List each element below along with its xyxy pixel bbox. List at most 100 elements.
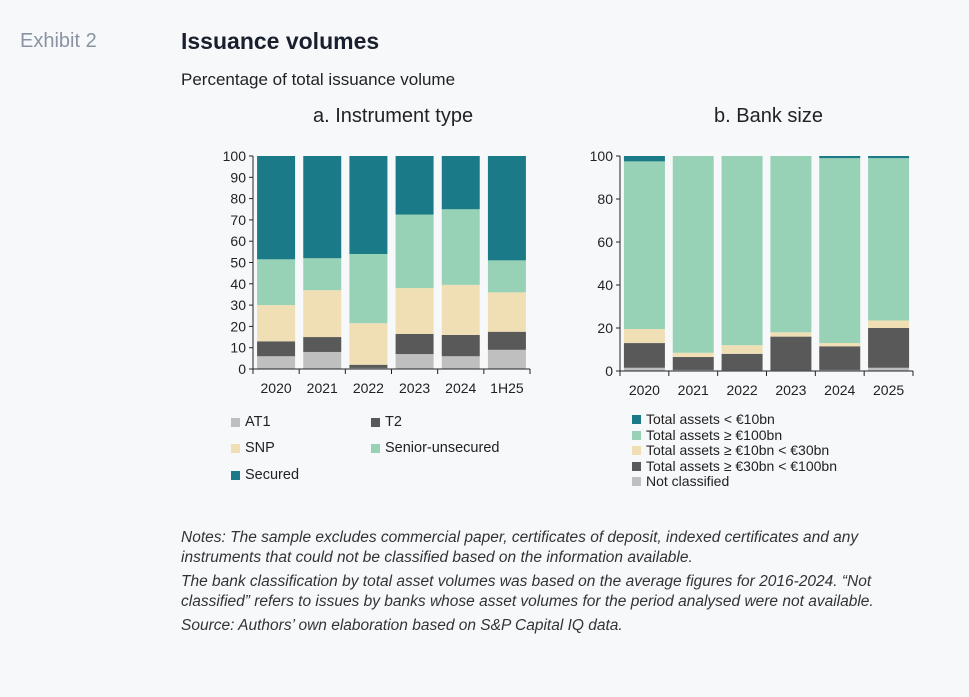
chart-b-title: b. Bank size (714, 105, 823, 127)
y-tick-label: 100 (590, 148, 614, 164)
bar-segment (623, 329, 665, 344)
y-tick-label: 20 (230, 318, 246, 334)
notes: Notes: The sample excludes commercial pa… (181, 528, 941, 640)
bar-segment (770, 156, 812, 333)
y-tick-label: 100 (223, 148, 247, 164)
bar-segment (441, 356, 480, 369)
y-tick-label: 60 (230, 233, 246, 249)
bar-segment (721, 353, 763, 371)
exhibit-label: Exhibit 2 (20, 30, 97, 52)
legend-label: Total assets ≥ €30bn < €100bn (646, 457, 837, 474)
bar-segment (349, 367, 388, 369)
note-classification: The bank classification by total asset v… (181, 573, 874, 610)
legend-swatch (632, 415, 641, 425)
bar-segment (441, 209, 480, 285)
bar-segment (395, 214, 434, 289)
legend-label: T2 (385, 414, 402, 430)
bar-segment (672, 156, 714, 353)
legend-swatch (231, 417, 240, 427)
legend-label: Total assets < €10bn (646, 411, 775, 427)
bar-segment (623, 161, 665, 330)
legend-swatch (632, 430, 641, 440)
note-sample: Notes: The sample excludes commercial pa… (181, 529, 859, 566)
bar-segment (721, 345, 763, 354)
bar-segment (819, 156, 861, 159)
legend-swatch (371, 417, 380, 427)
legend-a-at1: AT1 (231, 414, 271, 430)
x-tick-label: 1H25 (490, 380, 524, 396)
y-tick-label: 80 (597, 191, 613, 207)
subtitle: Percentage of total issuance volume (181, 70, 456, 89)
y-tick-label: 90 (230, 169, 246, 185)
bar-segment (672, 357, 714, 370)
y-tick-label: 10 (230, 340, 246, 356)
bar-segment (672, 352, 714, 358)
x-tick-label: 2023 (399, 380, 430, 396)
bar-segment (487, 260, 526, 293)
legend-label: Total assets ≥ €10bn < €30bn (646, 442, 830, 458)
legend-swatch (371, 443, 380, 453)
bar-segment (623, 367, 665, 371)
bar-segment (303, 351, 342, 369)
bar-segment (257, 305, 296, 342)
y-tick-label: 80 (230, 191, 246, 207)
y-tick-label: 60 (597, 234, 613, 250)
bar-segment (349, 364, 388, 368)
bar-segment (770, 336, 812, 371)
y-tick-label: 0 (605, 363, 613, 379)
y-tick-label: 40 (230, 276, 246, 292)
bar-segment (349, 156, 388, 254)
bar-segment (349, 323, 388, 365)
page-title: Issuance volumes (181, 28, 380, 54)
bar-segment (257, 259, 296, 306)
legend-b-30-100: Total assets ≥ €30bn < €100bn (632, 457, 837, 475)
legend-b-small: Total assets < €10bn (632, 411, 837, 428)
bar-segment (303, 337, 342, 352)
legend-label: Senior-unsecured (385, 440, 500, 456)
bar-segment (819, 346, 861, 370)
x-tick-label: 2023 (775, 382, 806, 398)
legend-a-snp: SNP (231, 440, 275, 456)
chart-a-title: a. Instrument type (313, 105, 474, 127)
legend-label: Not classified (646, 473, 730, 489)
x-tick-label: 2021 (307, 380, 338, 396)
y-tick-label: 0 (238, 361, 246, 377)
legend-swatch (632, 446, 641, 456)
bar-segment (303, 156, 342, 259)
legend-b-large: Total assets ≥ €100bn (632, 426, 837, 444)
bar-segment (819, 158, 861, 344)
y-tick-label: 40 (597, 277, 613, 293)
bar-segment (868, 320, 910, 328)
bar-segment (770, 332, 812, 337)
bar-segment (257, 356, 296, 369)
y-tick-label: 20 (597, 320, 613, 336)
legend-b: Total assets < €10bn Total assets ≥ €100… (632, 411, 837, 490)
legend-label: SNP (245, 440, 275, 456)
bar-segment (441, 334, 480, 357)
bar-segment (303, 258, 342, 291)
bar-segment (487, 156, 526, 261)
legend-swatch (231, 443, 240, 453)
x-tick-label: 2022 (727, 382, 758, 398)
bar-segment (487, 349, 526, 369)
x-tick-label: 2024 (445, 380, 476, 396)
legend-a-senior: Senior-unsecured (371, 440, 499, 456)
legend-label: Total assets ≥ €100bn (646, 426, 783, 443)
bar-segment (868, 367, 910, 371)
y-tick-label: 70 (230, 212, 246, 228)
x-tick-label: 2020 (261, 380, 292, 396)
legend-swatch (632, 461, 641, 471)
bar-segment (819, 369, 861, 371)
y-tick-label: 30 (230, 297, 246, 313)
legend-a-t2: T2 (371, 414, 402, 430)
bar-segment (257, 156, 296, 260)
x-tick-label: 2025 (873, 382, 904, 398)
x-tick-label: 2022 (353, 380, 384, 396)
bar-segment (868, 156, 910, 159)
bar-segment (623, 156, 665, 162)
x-tick-label: 2024 (824, 382, 855, 398)
bar-segment (868, 158, 910, 321)
bar-segment (395, 156, 434, 215)
legend-swatch (632, 477, 641, 487)
